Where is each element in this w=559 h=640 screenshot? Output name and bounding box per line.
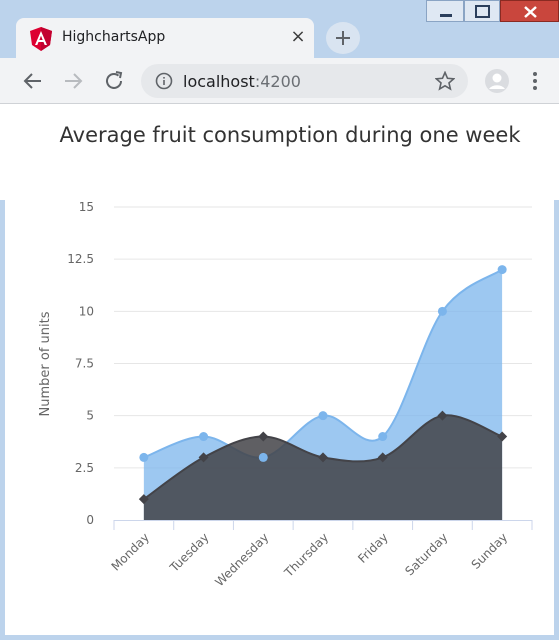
maximize-icon: [475, 5, 490, 18]
window-close-icon: [524, 6, 537, 18]
series-1-point[interactable]: [378, 432, 388, 442]
chart-series-areas: [143, 268, 503, 520]
window-controls: [426, 0, 559, 22]
series-1-point[interactable]: [139, 452, 149, 462]
info-icon[interactable]: [155, 72, 173, 90]
url-port: :4200: [254, 72, 301, 91]
close-icon[interactable]: ×: [290, 26, 306, 47]
star-icon[interactable]: [435, 71, 455, 91]
url-text[interactable]: localhost:4200: [183, 72, 301, 91]
window-close-button[interactable]: [500, 0, 559, 22]
browser-tab[interactable]: HighchartsApp ×: [16, 18, 314, 58]
x-tick-label: Saturday: [402, 530, 450, 578]
series-2-point[interactable]: [138, 494, 149, 505]
y-tick-label: 7.5: [75, 357, 94, 371]
y-axis: 0 2.5 5 7.5 10 12.5 15: [67, 200, 94, 527]
y-axis-label: Number of units: [38, 311, 53, 416]
x-tick-label: Thursday: [281, 530, 331, 580]
tab-title: HighchartsApp: [62, 29, 166, 45]
x-tick-label: Sunday: [469, 530, 511, 572]
series-2-point[interactable]: [437, 410, 448, 421]
forward-arrow-icon[interactable]: [61, 69, 85, 93]
x-tick-label: Friday: [355, 530, 391, 566]
window-frame-bottom: [0, 635, 559, 640]
y-tick-label: 12.5: [67, 252, 94, 266]
chart-title: Average fruit consumption during one wee…: [59, 123, 521, 147]
profile-icon[interactable]: [484, 68, 510, 94]
y-tick-label: 10: [79, 304, 94, 318]
plus-icon: [336, 31, 350, 45]
minimize-button[interactable]: [426, 0, 464, 22]
series-1-point[interactable]: [258, 452, 268, 462]
series-1-point[interactable]: [497, 265, 507, 275]
series-2-point[interactable]: [318, 452, 328, 463]
window-frame-right: [554, 200, 559, 640]
kebab-menu-icon[interactable]: [529, 70, 541, 92]
y-tick-label: 2.5: [75, 461, 94, 475]
series-2-point[interactable]: [198, 452, 209, 463]
y-tick-label: 0: [86, 513, 94, 527]
browser-titlebar: HighchartsApp ×: [0, 0, 559, 58]
new-tab-button[interactable]: [326, 22, 360, 54]
url-host: localhost: [183, 72, 255, 91]
address-bar[interactable]: localhost:4200: [141, 64, 468, 98]
browser-toolbar: localhost:4200: [0, 58, 559, 104]
angular-logo-icon: [30, 27, 52, 51]
reload-icon[interactable]: [102, 69, 126, 93]
x-tick-label: Wednesday: [212, 530, 271, 589]
x-tick-label: Tuesday: [167, 530, 212, 575]
series-area-2: [143, 415, 503, 520]
back-arrow-icon[interactable]: [21, 69, 45, 93]
series-1-point[interactable]: [437, 306, 447, 316]
series-1-point[interactable]: [318, 411, 328, 421]
x-axis: Monday Tuesday Wednesday Thursday Friday Satu…: [109, 520, 533, 589]
chart-series-markers: [138, 265, 508, 505]
maximize-button[interactable]: [464, 0, 500, 22]
series-2-point[interactable]: [377, 452, 388, 463]
window-frame-left: [0, 200, 5, 640]
series-2-point[interactable]: [258, 431, 269, 442]
y-tick-label: 15: [79, 200, 94, 214]
y-tick-label: 5: [86, 409, 94, 423]
minimize-icon: [440, 14, 452, 17]
series-1-point[interactable]: [199, 432, 209, 442]
x-tick-label: Monday: [109, 530, 152, 573]
series-2-point[interactable]: [497, 431, 508, 442]
